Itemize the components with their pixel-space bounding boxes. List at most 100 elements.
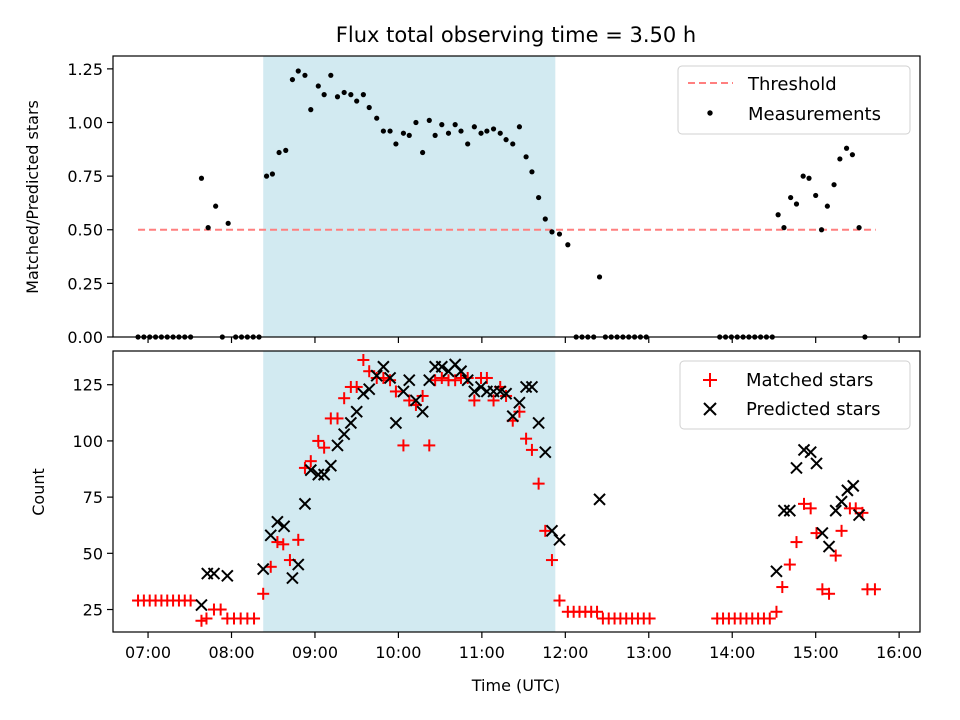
top-y-tick-label: 1.25 [67, 60, 103, 79]
predicted-star-point [593, 493, 606, 506]
predicted-star-point [257, 562, 270, 576]
measurement-point [302, 72, 308, 78]
legend-measurements-marker [707, 110, 713, 116]
top-y-tick-label: 0.25 [67, 274, 103, 293]
measurement-point [849, 152, 856, 158]
measurement-point [516, 124, 523, 130]
matched-star-point [429, 374, 442, 387]
predicted-star-point [847, 479, 860, 493]
matched-star-point [783, 558, 796, 571]
predicted-star-point [207, 567, 221, 580]
measurement-point [348, 92, 354, 98]
measurement-point [263, 173, 270, 179]
bottom-plot-area [132, 353, 881, 627]
measurement-point [374, 115, 380, 121]
predicted-star-point [513, 396, 526, 409]
predicted-star-point [370, 369, 383, 382]
measurement-point [788, 194, 794, 201]
predicted-star-point [292, 558, 305, 571]
predicted-star-point [277, 520, 291, 533]
matched-star-point [763, 612, 776, 625]
measurement-point [380, 128, 386, 134]
matched-star-point [545, 554, 558, 567]
measurement-point [413, 119, 419, 126]
measurement-point [213, 203, 219, 209]
matched-star-point [790, 536, 803, 549]
bottom-y-tick-label: 125 [72, 376, 103, 395]
top-legend-box [677, 65, 911, 135]
measurement-point [781, 225, 787, 231]
predicted-star-point [312, 468, 325, 481]
measurement-point [406, 132, 412, 138]
bottom-panel: 25 50 75 100 125 07:00 08:00 09:00 10:00 11:00 12… [29, 350, 922, 695]
matched-star-point [397, 439, 410, 452]
top-y-axis-label: Matched/Predicted stars [23, 100, 42, 294]
measurement-point [503, 137, 509, 143]
top-axes-frame [112, 55, 921, 338]
predicted-star-point [545, 524, 559, 538]
matched-star-point [461, 371, 474, 384]
matched-star-point [384, 374, 397, 387]
matched-star-point [318, 441, 331, 454]
matched-star-point [423, 439, 436, 452]
measurement-point [549, 229, 555, 235]
measurement-point [360, 92, 366, 98]
matched-star-point [487, 394, 500, 407]
measurement-point [315, 83, 321, 89]
measurement-point [205, 225, 211, 231]
predicted-star-point [454, 365, 468, 378]
measurement-point [818, 227, 825, 233]
measurement-point [831, 182, 837, 188]
measurement-point [843, 145, 850, 151]
bottom-y-tick-label: 50 [83, 544, 103, 563]
measurement-point [283, 147, 289, 153]
bottom-x-ticks: 07:00 08:00 09:00 10:00 11:00 12:00 13:00 14:00… [125, 632, 922, 662]
measurement-point [432, 132, 438, 138]
predicted-star-point [835, 495, 848, 508]
measurement-point [529, 169, 535, 175]
matched-star-point [868, 583, 881, 596]
legend-measurements-label: Measurements [748, 104, 881, 125]
predicted-star-point [804, 445, 817, 459]
matched-star-point [468, 394, 481, 407]
top-y-tick-label: 0.75 [67, 167, 103, 186]
bottom-y-axis-label: Count [29, 468, 48, 516]
bottom-x-tick-label: 09:00 [292, 643, 338, 662]
measurement-point [225, 220, 231, 226]
top-shaded-span [263, 56, 556, 337]
measurement-point [400, 130, 407, 136]
matched-star-point [214, 603, 227, 616]
bottom-axes-frame [112, 350, 921, 633]
matched-star-point [389, 385, 402, 398]
measurement-point [321, 92, 327, 98]
measurement-point [198, 175, 205, 181]
legend-predicted-label: Predicted stars [746, 399, 880, 420]
predicted-star-point [383, 371, 397, 385]
measurement-point [452, 122, 458, 128]
matched-star-point [829, 549, 842, 562]
predicted-star-point [403, 374, 416, 387]
predicted-star-point [389, 416, 403, 430]
legend-threshold-label: Threshold [747, 74, 837, 95]
measurement-point [510, 141, 516, 147]
measurement-point [328, 72, 334, 78]
predicted-star-point [539, 445, 552, 459]
bottom-legend: Matched stars Predicted stars [679, 360, 911, 430]
measurement-point [478, 130, 484, 136]
predicted-star-point [377, 360, 390, 373]
predicted-star-point [829, 504, 842, 517]
measurement-point [354, 98, 360, 104]
predicted-star-point [317, 468, 331, 481]
matched-star-point [200, 612, 213, 625]
measurement-point [775, 212, 781, 218]
bottom-y-tick-label: 75 [83, 488, 103, 507]
top-panel: 0.00 0.25 0.50 0.75 1.00 1.25 Matched/Predict… [23, 55, 921, 347]
predicted-star-point [770, 565, 783, 578]
predicted-star-point [461, 374, 474, 387]
matched-star-point [823, 587, 836, 600]
bottom-y-tick-label: 25 [83, 601, 103, 620]
top-y-tick-label: 0.50 [67, 221, 103, 240]
top-y-tick-label: 0.00 [67, 328, 103, 347]
measurement-point [458, 128, 464, 134]
